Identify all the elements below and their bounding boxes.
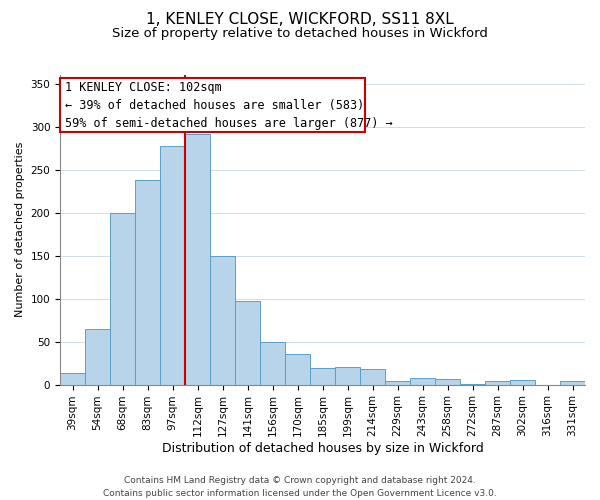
Bar xyxy=(210,256,235,384)
Bar xyxy=(335,368,360,384)
Text: 1, KENLEY CLOSE, WICKFORD, SS11 8XL: 1, KENLEY CLOSE, WICKFORD, SS11 8XL xyxy=(146,12,454,28)
Bar xyxy=(85,328,110,384)
Text: Contains HM Land Registry data © Crown copyright and database right 2024.
Contai: Contains HM Land Registry data © Crown c… xyxy=(103,476,497,498)
Bar xyxy=(185,134,210,384)
Bar xyxy=(560,381,585,384)
X-axis label: Distribution of detached houses by size in Wickford: Distribution of detached houses by size … xyxy=(161,442,484,455)
Bar xyxy=(235,301,260,384)
Y-axis label: Number of detached properties: Number of detached properties xyxy=(15,142,25,318)
Bar xyxy=(110,212,135,384)
Bar xyxy=(60,374,85,384)
Bar xyxy=(285,354,310,384)
Text: 1 KENLEY CLOSE: 102sqm
← 39% of detached houses are smaller (583)
59% of semi-de: 1 KENLEY CLOSE: 102sqm ← 39% of detached… xyxy=(65,81,393,130)
Bar xyxy=(360,369,385,384)
Bar xyxy=(135,180,160,384)
Text: Size of property relative to detached houses in Wickford: Size of property relative to detached ho… xyxy=(112,28,488,40)
Bar xyxy=(385,381,410,384)
Bar xyxy=(160,146,185,384)
FancyBboxPatch shape xyxy=(60,78,365,132)
Bar xyxy=(485,381,510,384)
Bar xyxy=(410,378,435,384)
Bar xyxy=(510,380,535,384)
Bar xyxy=(310,368,335,384)
Bar xyxy=(435,378,460,384)
Bar xyxy=(260,342,285,384)
